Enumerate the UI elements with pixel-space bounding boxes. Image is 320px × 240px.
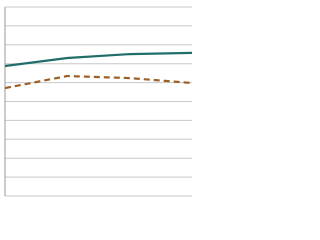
chart	[4, 6, 193, 197]
series-line	[4, 74, 193, 90]
series-line	[4, 51, 193, 68]
